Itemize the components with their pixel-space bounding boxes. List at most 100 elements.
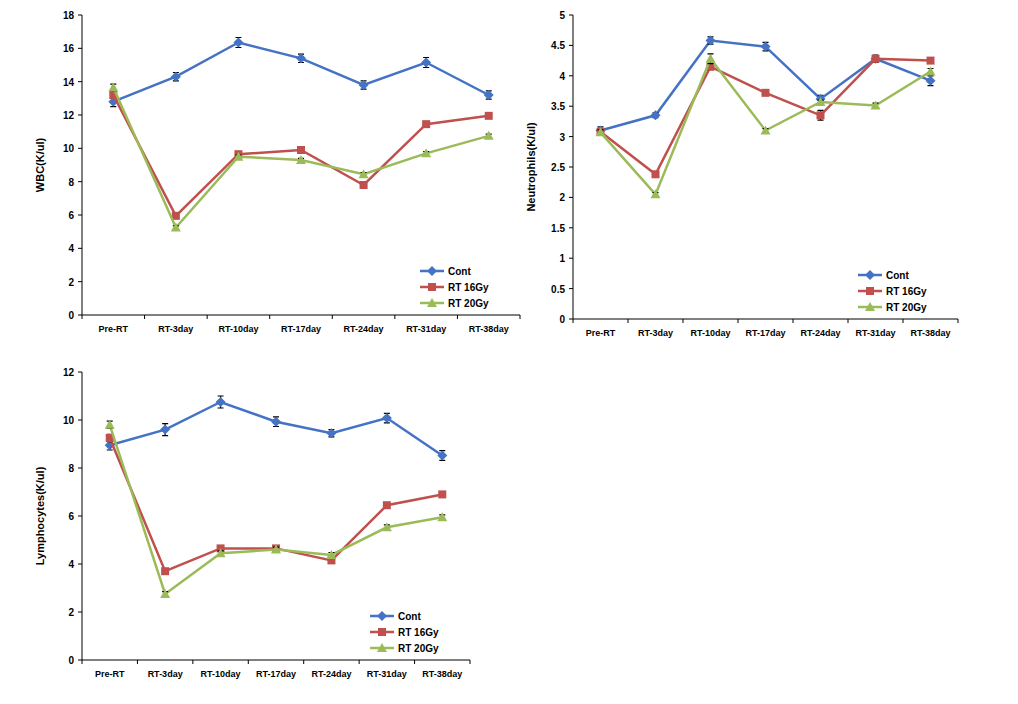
y-tick [78,612,82,613]
marker [296,53,306,63]
y-tick [569,15,573,16]
series-line [601,59,931,195]
y-tick-label: 0 [68,310,74,321]
y-tick-label: 12 [63,367,75,378]
legend-label: RT 16Gy [398,627,439,638]
legend-label: RT 16Gy [886,286,927,297]
x-tick [332,315,333,319]
marker [596,127,606,136]
x-tick [470,660,471,664]
x-axis [573,319,958,320]
marker [326,428,336,438]
marker [359,169,369,178]
y-tick-label: 4 [68,559,74,570]
marker [382,522,392,531]
x-tick [82,315,83,319]
marker [485,112,493,120]
x-tick-label: RT-31day [406,324,446,334]
marker [872,55,880,63]
y-tick [569,197,573,198]
marker [762,89,770,97]
y-tick [78,516,82,517]
y-tick-label: 10 [63,143,75,154]
marker [359,80,369,90]
y-tick [569,106,573,107]
y-tick-label: 0 [559,314,565,325]
marker [171,72,181,82]
x-axis [82,660,470,661]
x-tick [248,660,249,664]
x-tick-label: RT-17day [745,328,785,338]
marker [706,36,716,46]
y-tick-label: 12 [63,110,75,121]
marker [296,155,306,164]
legend-marker [866,287,874,295]
legend: ContRT 16GyRT 20Gy [858,270,927,313]
x-tick-label: RT-38day [469,324,509,334]
y-tick-label: 14 [63,77,75,88]
series-line [601,59,931,175]
x-tick [269,315,270,319]
y-tick [569,75,573,76]
x-tick-label: RT-24day [311,669,351,679]
y-tick-label: 6 [68,210,74,221]
y-tick [569,136,573,137]
series-line [113,88,488,228]
marker [761,42,771,52]
legend-label: Cont [448,266,471,277]
y-tick [569,288,573,289]
marker [437,451,447,461]
legend-marker [865,302,875,311]
marker [926,76,936,86]
error-bar [107,434,113,441]
y-tick [569,258,573,259]
y-tick-label: 2 [559,192,565,203]
legend-marker [428,283,436,291]
x-axis [82,315,520,316]
x-tick-label: RT-10day [690,328,730,338]
error-bar [818,110,824,120]
series-line [110,402,443,456]
legend-label: RT 20Gy [448,298,489,309]
marker [233,152,243,161]
legend-marker [865,270,875,280]
y-tick-label: 4 [559,71,565,82]
y-tick [78,660,82,661]
marker [297,146,305,154]
chart: 024681012Pre-RTRT-3dayRT-10dayRT-17dayRT… [34,367,470,679]
marker [216,397,226,407]
y-tick-label: 2 [68,607,74,618]
y-tick [569,167,573,168]
y-tick [78,281,82,282]
marker [652,170,660,178]
marker [161,567,169,575]
legend-label: Cont [886,270,909,281]
x-tick-label: RT-31day [367,669,407,679]
x-tick [958,319,959,323]
x-tick-label: RT-24day [800,328,840,338]
y-tick [78,315,82,316]
y-tick [78,372,82,373]
y-tick-label: 8 [68,177,74,188]
plot-area [108,38,493,232]
marker [927,57,935,65]
x-tick-label: RT-31day [855,328,895,338]
marker [816,97,826,106]
y-tick-label: 0 [68,655,74,666]
marker [596,126,606,136]
x-tick [457,315,458,319]
x-tick [359,660,360,664]
x-tick [683,319,684,323]
x-tick-label: RT-24day [344,324,384,334]
x-tick [573,319,574,323]
x-tick-label: RT-3day [638,328,673,338]
marker [171,223,181,232]
y-tick [78,468,82,469]
x-tick [628,319,629,323]
marker [108,83,118,92]
y-axis-label: Neutrophils(K/ul) [525,122,537,212]
y-tick [569,227,573,228]
y-tick-label: 0.5 [551,284,565,295]
y-tick [78,248,82,249]
x-tick-label: RT-17day [256,669,296,679]
